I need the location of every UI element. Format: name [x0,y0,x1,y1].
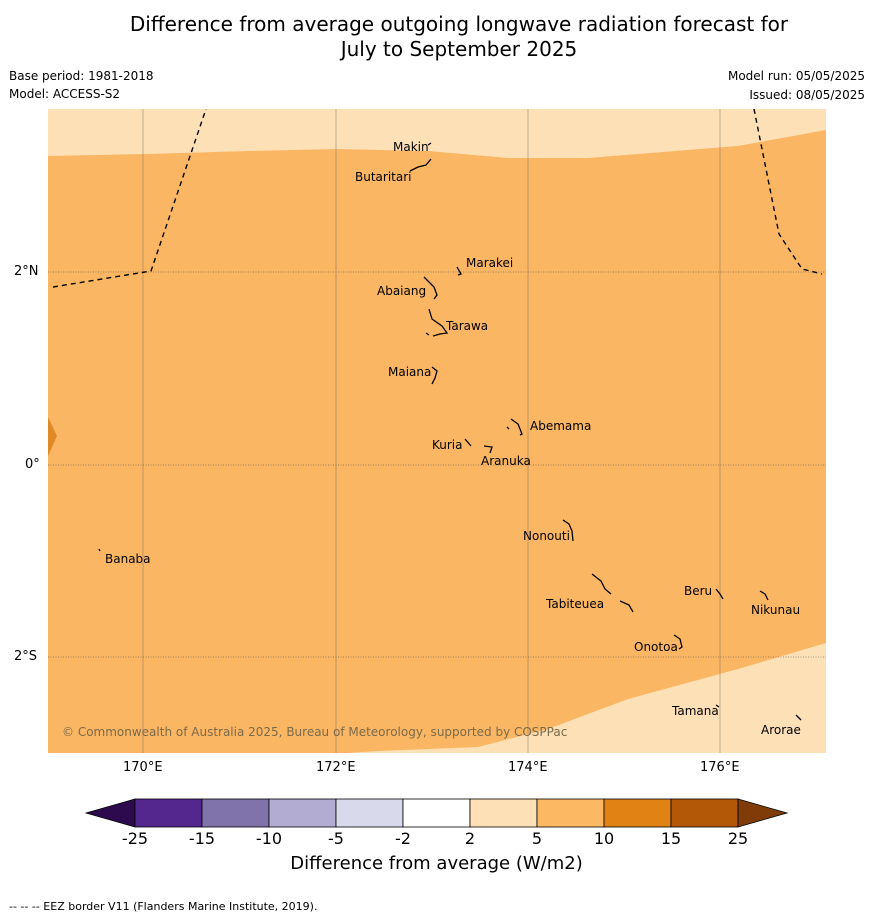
latitude-lines [48,271,826,658]
lat-tick-2n: 2°N [14,264,39,279]
lat-tick-2s: 2°S [14,649,38,664]
colorbar-segment [670,798,739,828]
place-label-nonouti: Nonouti [523,529,570,543]
colorbar-tick: 25 [727,829,749,848]
copyright-text: © Commonwealth of Australia 2025, Bureau… [62,725,567,739]
colorbar-segment [603,798,672,828]
place-label-abaiang: Abaiang [377,284,426,298]
colorbar-segment [536,798,605,828]
colorbar-segment [335,798,404,828]
title-line-2: July to September 2025 [340,37,578,61]
place-label-arorae: Arorae [761,723,801,737]
colorbar [85,798,789,828]
issued-date: Issued: 08/05/2025 [749,88,865,102]
place-label-onotoa: Onotoa [634,640,678,654]
colorbar-tick: 15 [660,829,682,848]
place-label-makin: Makin [393,140,429,154]
colorbar-tick: -15 [188,829,216,848]
colorbar-extend-high [737,798,789,828]
model-name: Model: ACCESS-S2 [9,87,121,101]
lon-tick-174e: 174°E [508,760,548,775]
colorbar-extend-low [85,798,136,828]
colorbar-tick: -25 [121,829,149,848]
colorbar-segment [134,798,203,828]
colorbar-tick: 2 [464,829,476,848]
place-label-beru: Beru [684,584,712,598]
island-outlines [98,142,802,721]
anomaly-fill-10-15 [48,417,57,456]
model-run: Model run: 05/05/2025 [727,69,865,83]
eez-border [52,109,823,288]
anomaly-fill-2-5-north [48,109,826,158]
lon-tick-172e: 172°E [316,760,356,775]
colorbar-tick: -5 [328,829,344,848]
place-label-tamana: Tamana [671,704,719,718]
base-period: Base period: 1981-2018 [9,69,154,83]
graticule [142,109,721,753]
colorbar-tick: -10 [255,829,283,848]
colorbar-label: Difference from average (W/m2) [290,853,583,874]
lon-tick-170e: 170°E [123,760,163,775]
place-label-maiana: Maiana [388,365,431,379]
colorbar-tick: 10 [593,829,615,848]
place-label-tabiteuea: Tabiteuea [545,597,604,611]
place-label-nikunau: Nikunau [751,603,800,617]
chart-title: Difference from average outgoing longwav… [0,12,873,62]
title-line-1: Difference from average outgoing longwav… [129,12,789,36]
lon-tick-176e: 176°E [700,760,740,775]
place-label-kuria: Kuria [432,438,463,452]
place-label-marakei: Marakei [466,256,513,270]
place-label-banaba: Banaba [105,552,151,566]
anomaly-fill-5-10 [48,109,826,753]
place-label-tarawa: Tarawa [445,319,488,333]
place-labels: Makin Butaritari Marakei Abaiang Tarawa … [105,140,801,737]
colorbar-segment [402,798,471,828]
lat-tick-0: 0° [25,457,40,472]
footnote-eez: -- -- -- EEZ border V11 (Flanders Marine… [9,900,318,913]
colorbar-segment [469,798,538,828]
colorbar-tick: 5 [531,829,543,848]
anomaly-fill-2-5-south [348,643,826,753]
colorbar-tick: -2 [395,829,411,848]
colorbar-segment [201,798,270,828]
colorbar-segment [268,798,337,828]
place-label-butaritari: Butaritari [355,170,412,184]
map-panel: Makin Butaritari Marakei Abaiang Tarawa … [48,109,826,753]
place-label-abemama: Abemama [530,419,591,433]
place-label-aranuka: Aranuka [481,454,531,468]
